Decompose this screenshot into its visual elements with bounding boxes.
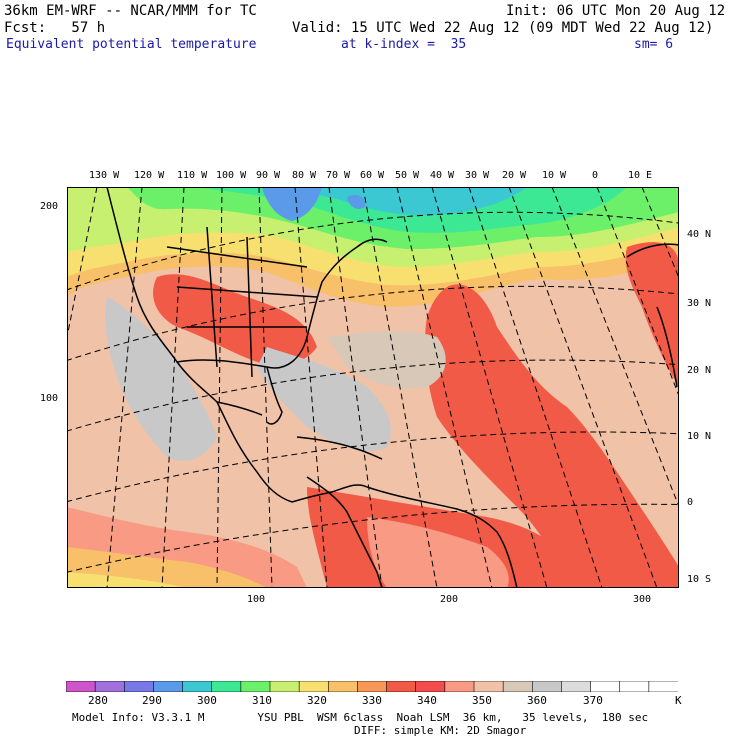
- colorbar-label: 330: [362, 694, 382, 707]
- grid-label-left: 200: [40, 201, 59, 212]
- lat-label: 20 N: [687, 365, 712, 376]
- lon-label: 70 W: [326, 170, 351, 181]
- lon-label: 80 W: [292, 170, 317, 181]
- init-time: Init: 06 UTC Mon 20 Aug 12: [506, 3, 726, 19]
- lon-label: 0: [592, 170, 599, 181]
- colorbar-label: 320: [307, 694, 327, 707]
- lon-label: 40 W: [430, 170, 455, 181]
- colorbar-swatch: [648, 681, 678, 692]
- forecast-hour: Fcst: 57 h: [4, 20, 106, 36]
- colorbar-swatch: [619, 681, 650, 692]
- lon-label: 50 W: [395, 170, 420, 181]
- map-frame: [67, 187, 679, 588]
- lat-label: 10 S: [687, 574, 712, 585]
- diffusion-info: DIFF: simple KM: 2D Smagor: [354, 724, 527, 737]
- field-band-340: [625, 242, 679, 387]
- colorbar-label: 310: [252, 694, 272, 707]
- colorbar-swatch: [502, 681, 533, 692]
- theta-e-map: [67, 187, 679, 588]
- colorbar-label: 350: [472, 694, 492, 707]
- field-band-320: [67, 572, 187, 588]
- field-band-340: [153, 274, 317, 366]
- lon-label: 100 W: [216, 170, 247, 181]
- colorbar-swatch: [240, 681, 271, 692]
- field-band-290: [347, 195, 366, 209]
- colorbar-swatch: [123, 681, 155, 692]
- model-info: Model Info: V3.3.1 M YSU PBL WSM 6class …: [72, 711, 649, 724]
- colorbar-label: 370: [583, 694, 603, 707]
- colorbar-swatch: [298, 681, 329, 692]
- colorbar-swatch: [269, 681, 300, 692]
- lon-label: 60 W: [360, 170, 385, 181]
- colorbar-swatch: [66, 681, 96, 692]
- field-band-345: [367, 517, 509, 588]
- coastlines: [106, 187, 679, 588]
- colorbar-swatch: [357, 681, 388, 692]
- lon-label: 30 W: [465, 170, 490, 181]
- graticule: [67, 187, 679, 588]
- field-band-355: [327, 331, 446, 389]
- lon-label: 120 W: [134, 170, 165, 181]
- model-title: 36km EM-WRF -- NCAR/MMM for TC: [4, 3, 257, 19]
- valid-time: Valid: 15 UTC Wed 22 Aug 12 (09 MDT Wed …: [292, 20, 714, 36]
- field-band-360: [105, 297, 217, 461]
- grid-label-left: 100: [40, 393, 59, 404]
- lon-label: 110 W: [177, 170, 208, 181]
- lon-label: 130 W: [89, 170, 120, 181]
- colorbar-label: 360: [527, 694, 547, 707]
- lat-label: 40 N: [687, 229, 712, 240]
- colorbar-swatch: [94, 681, 125, 692]
- field-name: Equivalent potential temperature: [6, 37, 257, 52]
- colorbar-label: 280: [88, 694, 108, 707]
- level-index: at k-index = 35: [341, 37, 467, 52]
- colorbar-swatch: [327, 681, 359, 692]
- colorbar-swatch: [415, 681, 446, 692]
- smoothing-label: sm= 6: [634, 37, 674, 52]
- grid-label-bottom: 300: [633, 594, 652, 605]
- lon-label: 20 W: [502, 170, 527, 181]
- colorbar-swatch: [590, 681, 621, 692]
- lat-label: 10 N: [687, 431, 712, 442]
- colorbar-swatch: [473, 681, 504, 692]
- colorbar-label: 340: [417, 694, 437, 707]
- colorbar-swatch: [211, 681, 242, 692]
- colorbar-swatch: [182, 681, 213, 692]
- colorbar-unit: K: [675, 694, 682, 707]
- lat-label: 0: [687, 497, 694, 508]
- colorbar: [66, 681, 678, 692]
- colorbar-label: 290: [142, 694, 162, 707]
- colorbar-label: 300: [197, 694, 217, 707]
- lon-label: 10 W: [542, 170, 567, 181]
- colorbar-swatch: [153, 681, 184, 692]
- field-band-360: [257, 347, 391, 451]
- grid-label-bottom: 100: [247, 594, 266, 605]
- colorbar-swatch: [386, 681, 417, 692]
- field-band-290: [262, 187, 322, 221]
- colorbar-swatch: [531, 681, 563, 692]
- colorbar-swatch: [561, 681, 592, 692]
- lon-label: 90 W: [256, 170, 281, 181]
- colorbar-swatch: [444, 681, 475, 692]
- lon-label: 10 E: [628, 170, 653, 181]
- grid-label-bottom: 200: [440, 594, 459, 605]
- lat-label: 30 N: [687, 298, 712, 309]
